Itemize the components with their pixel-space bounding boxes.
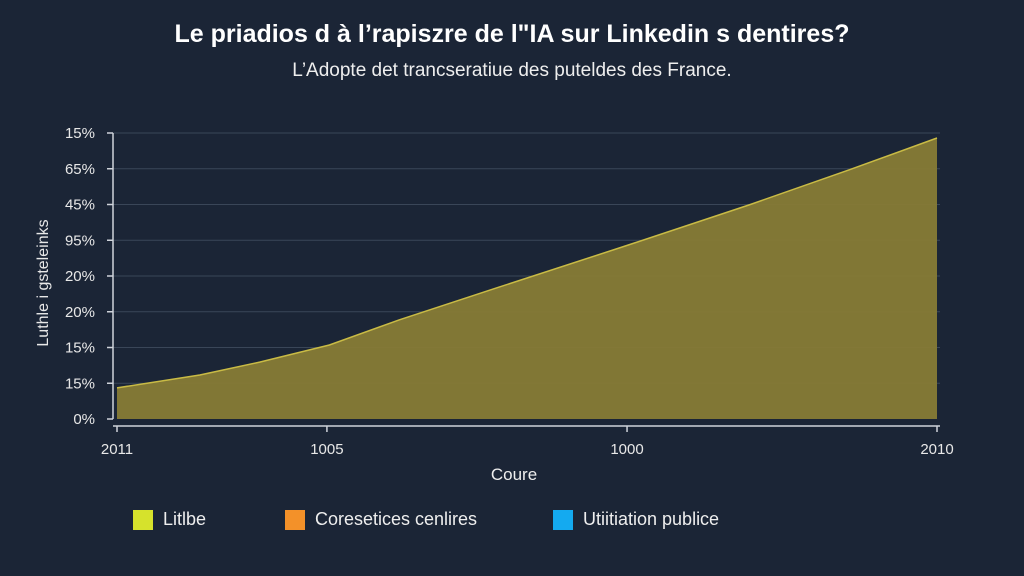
x-tick-label: 2011 [101,441,133,458]
y-tick-label: 95% [65,232,95,249]
area-series-line [116,137,938,389]
legend-swatch [553,509,573,530]
x-tick-label: 2010 [920,441,953,458]
y-tick-label: 0% [73,411,95,428]
x-tick-label: 1005 [310,441,343,458]
legend-item-coresetices: Coresetices cenlires [285,509,477,530]
legend-item-litlbe: Litlbe [133,509,206,530]
y-tick-label: 15% [65,125,95,142]
legend-label: Coresetices cenlires [315,509,478,529]
y-tick-label: 15% [65,340,95,357]
legend-item-utilisation: Utiitiation publice [553,509,719,530]
legend-swatch [133,509,153,530]
legend-label: Litlbe [163,509,207,529]
chart-subtitle: L’Adopte det trancseratiue des puteldes … [292,60,732,81]
legend-label: Utiitiation publice [583,509,720,529]
y-tick-label: 45% [65,197,95,214]
x-tick-label: 1000 [610,441,643,458]
y-tick-label: 20% [65,304,95,321]
chart-title: Le priadios d à l’rapiszre de l"IA sur L… [174,20,850,48]
y-tick-label: 15% [65,375,95,392]
y-axis-label: Luthle i gsteleinks [35,219,52,347]
x-axis-label: Coure [490,465,538,484]
y-tick-label: 65% [65,161,95,178]
legend-swatch [285,509,305,530]
y-tick-label: 20% [65,268,95,285]
